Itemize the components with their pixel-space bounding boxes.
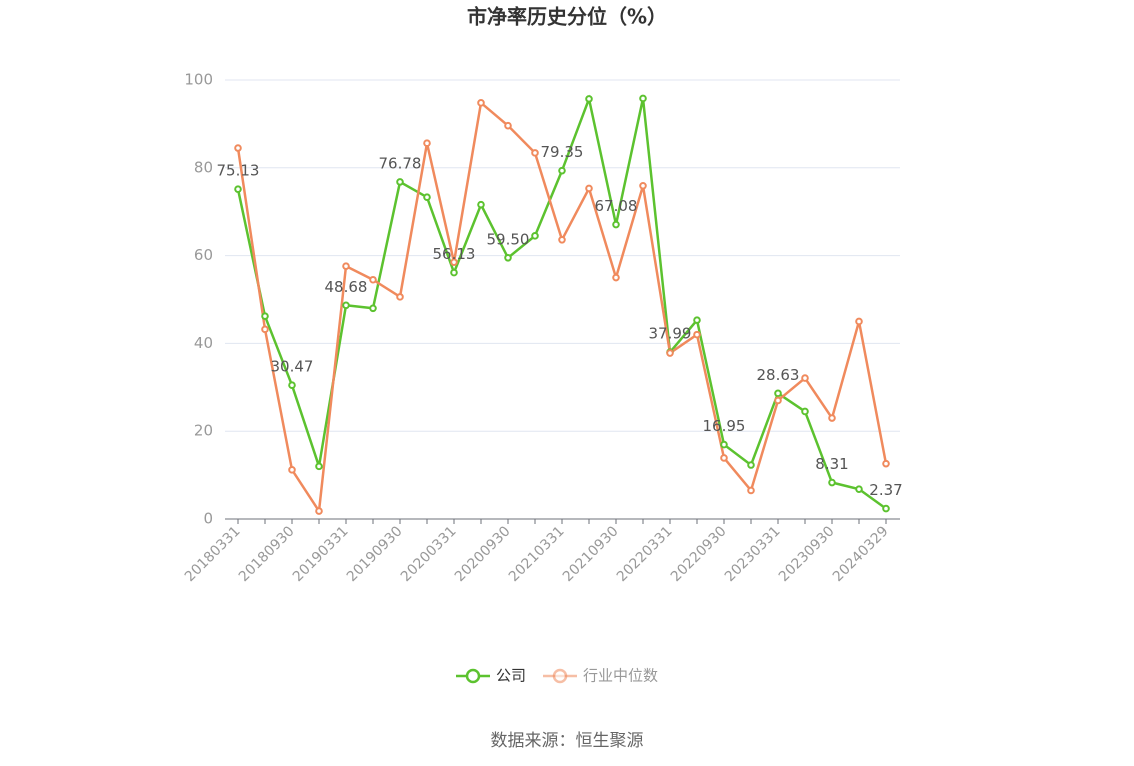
data-point [612,273,620,282]
data-point [612,220,620,229]
data-label: 48.68 [325,278,368,296]
data-point [369,304,377,313]
data-point [369,275,377,284]
data-point [504,121,512,130]
y-tick-label: 100 [184,71,213,89]
data-point [801,374,809,382]
x-tick-label: 20210331 [506,523,568,585]
data-point [504,253,512,262]
x-tick-label: 20220930 [668,523,730,585]
data-label: 28.63 [757,366,800,384]
data-point [234,185,242,193]
data-point [585,184,593,193]
data-point [261,325,269,334]
data-point [342,301,350,310]
data-point [396,293,404,301]
data-point [882,504,890,513]
data-label: 8.31 [815,455,848,473]
data-point [639,94,647,103]
data-point [261,312,269,320]
data-point [720,454,728,462]
data-point [747,461,755,469]
data-point [855,485,863,493]
data-point [558,166,566,175]
data-label: 16.95 [703,417,746,435]
y-tick-label: 0 [203,510,213,528]
data-label: 30.47 [271,358,314,376]
x-tick-label: 20180930 [236,523,298,585]
x-tick-label: 20200930 [452,523,514,585]
data-point [396,178,404,186]
data-point [828,478,836,487]
legend-marker [465,668,481,684]
data-label: 75.13 [217,162,260,180]
y-tick-label: 20 [194,422,213,440]
x-tick-label: 20230331 [722,523,784,585]
data-label: 56.13 [433,245,476,263]
data-point [477,200,485,209]
x-tick-label: 20180331 [182,523,244,585]
data-point [639,181,647,190]
source-note: 数据来源：恒生聚源 [491,731,644,751]
data-point [720,440,728,449]
x-tick-label: 20190930 [344,523,406,585]
chart-title: 市净率历史分位（%） [467,5,667,29]
x-tick-label: 20230930 [776,523,838,585]
data-label: 67.08 [595,197,638,215]
data-point [666,349,674,357]
data-label: 37.99 [649,325,692,343]
y-tick-label: 60 [194,246,213,264]
data-point [882,459,890,468]
y-tick-label: 80 [194,158,213,176]
data-point [315,507,323,515]
data-point [342,262,350,270]
data-point [774,389,782,398]
data-point [828,414,836,422]
data-label: 79.35 [541,143,584,161]
data-point [450,268,458,277]
data-label: 76.78 [379,154,422,172]
data-point [801,407,809,416]
data-point [288,466,296,474]
data-label: 59.50 [487,230,530,248]
data-point [288,381,296,390]
legend-label: 公司 [496,667,526,685]
x-tick-label: 20190331 [290,523,352,585]
data-point [477,99,485,107]
data-point [747,486,755,495]
data-point [531,149,539,157]
x-tick-label: 20210930 [560,523,622,585]
series-line [236,100,888,515]
data-point [693,330,701,339]
x-tick-label: 20240329 [830,523,892,585]
legend-marker [552,668,568,684]
data-point [450,258,458,266]
data-point [774,396,782,405]
y-tick-label: 40 [194,334,213,352]
x-tick-label: 20220331 [614,523,676,585]
data-point [423,193,431,202]
data-label: 2.37 [869,481,902,499]
data-point [855,317,863,326]
data-point [558,235,566,244]
data-point [234,144,242,152]
x-tick-label: 20200331 [398,523,460,585]
legend-label: 行业中位数 [583,667,658,685]
data-point [693,316,701,324]
data-point [531,232,539,240]
data-point [315,462,323,471]
data-point [585,95,593,103]
data-point [423,139,431,148]
